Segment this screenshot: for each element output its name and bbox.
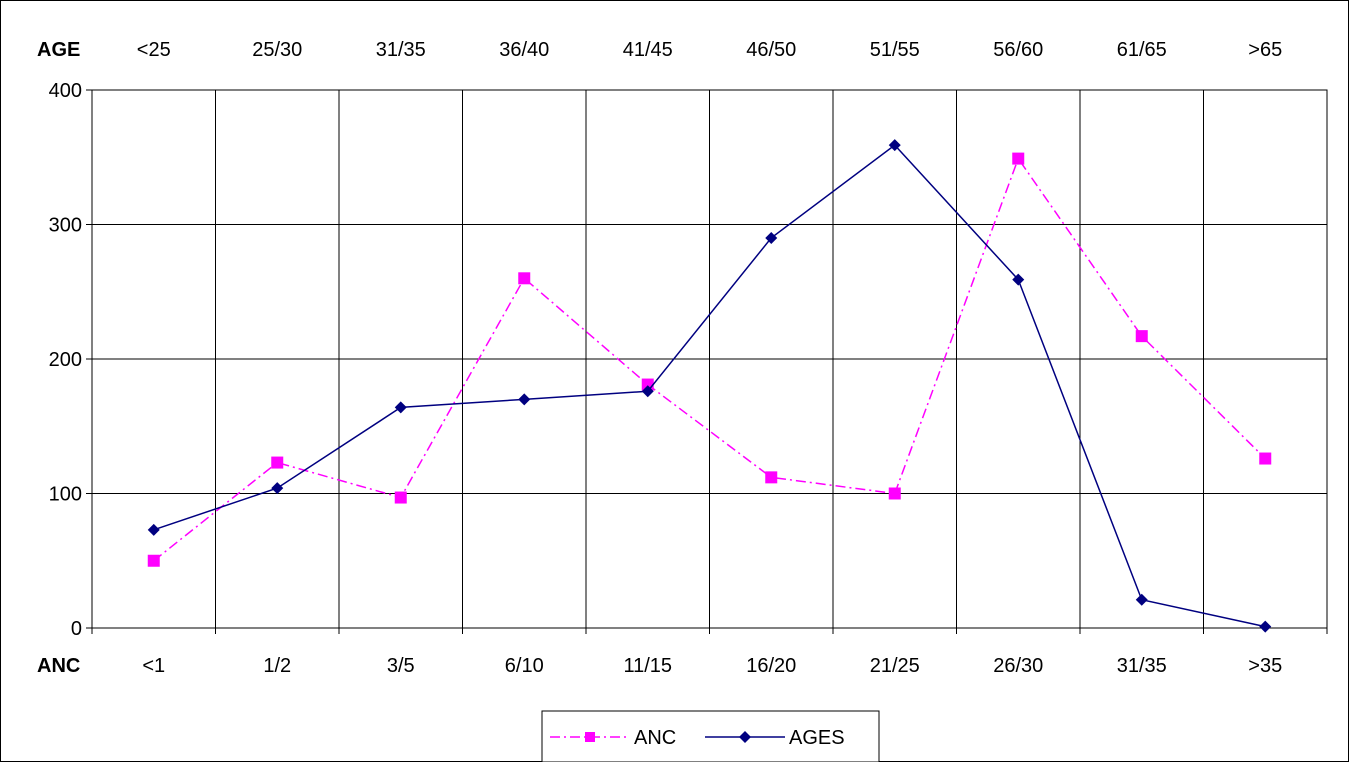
- y-axis: 0 100 200 300 400: [49, 80, 82, 640]
- top-category-label: 46/50: [746, 39, 796, 61]
- bottom-category-label: 11/15: [623, 655, 672, 677]
- y-tick-label: 300: [49, 215, 82, 237]
- y-tick-label: 100: [49, 484, 82, 506]
- legend-anc-label: ANC: [634, 727, 676, 749]
- legend-ages-marker: [739, 731, 751, 743]
- bottom-category-label: <1: [142, 655, 165, 677]
- data-point-anc: [1012, 152, 1025, 165]
- top-category-label: 25/30: [252, 39, 302, 61]
- data-point-anc: [1259, 452, 1272, 465]
- bottom-category-label: >35: [1248, 655, 1282, 677]
- bottom-axis-label: ANC: [37, 655, 80, 677]
- data-point-ages: [1012, 273, 1025, 286]
- data-point-ages: [888, 139, 901, 152]
- series-lines: [147, 139, 1272, 633]
- top-axis-label: AGE: [37, 39, 80, 61]
- top-category-label: <25: [137, 39, 171, 61]
- bottom-category-label: 31/35: [1117, 655, 1167, 677]
- bottom-category-label: 16/20: [746, 655, 796, 677]
- y-tick-label: 400: [49, 80, 82, 102]
- y-tick-label: 0: [71, 618, 82, 640]
- series-line-anc: [153, 156, 1266, 562]
- series-line-ages: [153, 144, 1266, 628]
- data-point-anc: [271, 456, 284, 469]
- top-category-label: 51/55: [870, 39, 920, 61]
- top-category-label: >65: [1248, 39, 1282, 61]
- bottom-category-label: 21/25: [870, 655, 920, 677]
- top-category-label: 41/45: [623, 39, 673, 61]
- top-category-label: 31/35: [376, 39, 426, 61]
- data-point-anc: [888, 487, 901, 500]
- legend-ages-label: AGES: [789, 727, 845, 749]
- data-point-anc: [518, 272, 531, 285]
- legend: ANC AGES: [541, 710, 880, 763]
- data-point-anc: [1135, 330, 1148, 343]
- top-category-label: 61/65: [1117, 39, 1167, 61]
- data-point-ages: [147, 523, 160, 536]
- data-point-ages: [1135, 593, 1148, 606]
- data-point-anc: [147, 554, 160, 567]
- top-category-label: 36/40: [499, 39, 549, 61]
- data-point-ages: [641, 385, 654, 398]
- bottom-category-label: 6/10: [505, 655, 544, 677]
- data-point-anc: [394, 491, 407, 504]
- top-category-label: 56/60: [993, 39, 1043, 61]
- bottom-category-label: 3/5: [387, 655, 415, 677]
- data-point-ages: [271, 482, 284, 495]
- plot-area-border: [91, 89, 1328, 629]
- bottom-category-label: 26/30: [993, 655, 1043, 677]
- data-point-anc: [765, 471, 778, 484]
- top-axis-age: AGE <25 25/30 31/35 36/40 41/45 46/50 51/55 56/…: [37, 39, 1282, 61]
- bottom-category-label: 1/2: [263, 655, 291, 677]
- bottom-axis-anc: ANC <1 1/2 3/5 6/10 11/15 16/20 21/25 26/30 31/3…: [37, 655, 1282, 677]
- data-point-ages: [1259, 620, 1272, 633]
- data-point-ages: [394, 401, 407, 414]
- data-point-ages: [518, 393, 531, 406]
- legend-anc-marker: [585, 732, 595, 742]
- data-point-ages: [765, 231, 778, 244]
- y-tick-label: 200: [49, 349, 82, 371]
- gridlines: [86, 89, 1328, 634]
